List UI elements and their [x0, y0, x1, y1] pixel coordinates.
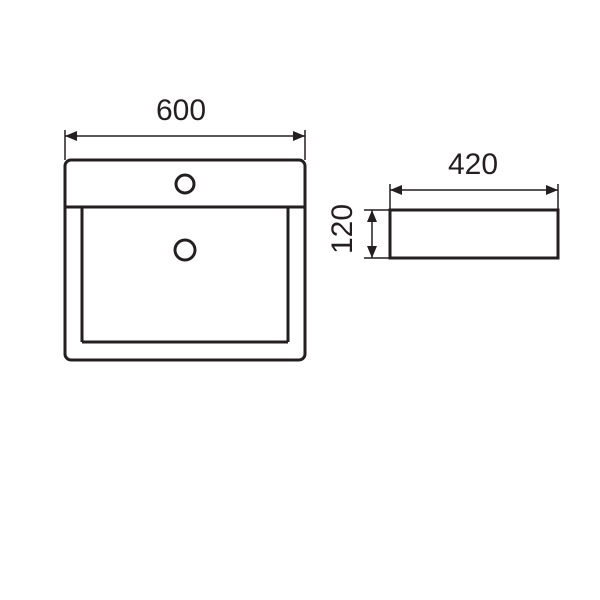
- front-dim-label: 600: [156, 94, 206, 127]
- arrowhead: [390, 185, 402, 195]
- arrowhead: [367, 210, 377, 222]
- arrowhead: [367, 246, 377, 258]
- arrowhead: [293, 131, 305, 141]
- front-tap-hole: [176, 175, 194, 193]
- side-dim-h-label: 120: [326, 204, 359, 254]
- arrowhead: [546, 185, 558, 195]
- front-drain-hole: [175, 240, 195, 260]
- side-outer: [390, 210, 558, 258]
- arrowhead: [65, 131, 77, 141]
- side-dim-w-label: 420: [448, 148, 498, 181]
